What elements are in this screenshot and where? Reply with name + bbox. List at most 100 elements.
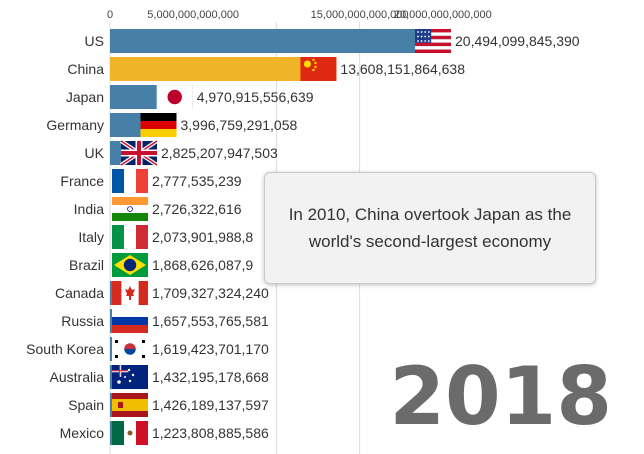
flag-stripe xyxy=(112,317,148,325)
bar-row: US 20,494,099,845,390 xyxy=(85,29,580,53)
annotation-text: In 2010, China overtook Japan as the wor… xyxy=(288,205,572,251)
bar-row: Japan 4,970,915,556,639 xyxy=(66,85,314,109)
flag-stripe xyxy=(136,169,148,193)
flag-stripe xyxy=(140,129,177,137)
flag-star xyxy=(131,373,135,377)
bar-row: Brazil 1,868,626,087,9 xyxy=(69,253,253,277)
uk-flag-icon xyxy=(119,139,159,167)
flag-star xyxy=(427,31,430,33)
value-label: 1,426,189,137,597 xyxy=(152,397,269,413)
flag-star xyxy=(314,65,317,69)
bar-row: Mexico 1,223,808,885,586 xyxy=(60,421,269,445)
flag-star xyxy=(124,376,126,378)
value-label: 13,608,151,864,638 xyxy=(340,61,465,77)
flag-stripe xyxy=(136,225,148,249)
category-label: Japan xyxy=(66,89,104,105)
flag-taegeuk xyxy=(124,343,136,349)
bar-row: Germany 3,996,759,291,058 xyxy=(46,113,297,137)
brazil-flag-icon xyxy=(112,253,148,277)
italy-flag-icon xyxy=(112,225,148,249)
germany-flag-icon xyxy=(140,113,177,137)
flag-disc xyxy=(167,89,182,105)
flag-star xyxy=(420,40,423,42)
bar-row: Italy 2,073,901,988,8 xyxy=(78,225,253,249)
flag-stripe xyxy=(136,421,148,445)
japan-flag-icon xyxy=(156,85,193,109)
flag-maple-leaf xyxy=(125,286,135,300)
flag-trigram xyxy=(142,340,145,343)
bar xyxy=(110,57,337,81)
value-label: 1,868,626,087,9 xyxy=(152,257,253,273)
category-label: Canada xyxy=(55,285,104,301)
flag-taegeuk xyxy=(124,349,136,355)
flag-star xyxy=(427,40,430,42)
bar xyxy=(110,29,451,53)
category-label: Germany xyxy=(46,117,104,133)
bar-row: South Korea 1,619,423,701,170 xyxy=(26,337,269,361)
year-label: 2018 xyxy=(389,350,612,443)
value-label: 20,494,099,845,390 xyxy=(455,33,580,49)
flag-stripe xyxy=(112,325,148,333)
flag-trigram xyxy=(115,355,118,358)
bar-row: Russia 1,657,553,765,581 xyxy=(61,309,269,333)
flag-stripe xyxy=(415,46,451,50)
flag-stripe xyxy=(112,399,148,411)
category-label: US xyxy=(85,33,104,49)
flag-star xyxy=(117,380,121,384)
flag-trigram xyxy=(115,340,118,343)
flag-stripe xyxy=(415,42,451,47)
category-label: Spain xyxy=(68,397,104,413)
flag-star xyxy=(314,61,317,65)
china-flag-icon xyxy=(300,57,337,81)
category-label: France xyxy=(60,173,104,189)
flag-star xyxy=(303,60,311,68)
category-label: Australia xyxy=(50,369,105,385)
flag-trigram xyxy=(142,355,145,358)
flag-stripe xyxy=(112,169,124,193)
value-label: 1,709,327,324,240 xyxy=(152,285,269,301)
flag-star xyxy=(312,68,315,72)
flag-field xyxy=(112,365,148,389)
flag-stripe xyxy=(112,411,148,417)
value-label: 2,726,322,616 xyxy=(152,201,242,217)
bars: US 20,494,099,845,390 China 13,608,151,864,… xyxy=(26,29,580,445)
category-label: China xyxy=(67,61,104,77)
bar-row: China 13,608,151,864,638 xyxy=(67,57,465,81)
flag-star xyxy=(424,35,427,38)
flag-stripe xyxy=(140,121,177,129)
flag-stripe xyxy=(124,225,136,249)
flag-stripe xyxy=(112,197,148,205)
bar-row: UK 2,825,207,947,503 xyxy=(85,139,278,167)
value-label: 1,619,423,701,170 xyxy=(152,341,269,357)
flag-stripe xyxy=(415,39,451,43)
category-label: Brazil xyxy=(69,257,104,273)
flag-star xyxy=(417,40,419,42)
flag-star xyxy=(424,40,427,42)
us-flag-icon xyxy=(415,29,451,53)
india-flag-icon xyxy=(112,197,148,221)
value-label: 2,825,207,947,503 xyxy=(161,145,278,161)
tick-label: 5,000,000,000,000 xyxy=(147,9,239,21)
flag-stripe xyxy=(112,309,148,317)
flag-star xyxy=(417,35,419,38)
flag-stripe xyxy=(112,225,124,249)
tick-label: 20,000,000,000,000 xyxy=(394,9,492,21)
value-label: 1,432,195,178,668 xyxy=(152,369,269,385)
flag-star xyxy=(312,58,315,62)
flag-coat-of-arms xyxy=(118,402,123,408)
flag-field xyxy=(300,57,337,81)
flag-stripe xyxy=(112,421,124,445)
category-label: India xyxy=(74,201,105,217)
flag-band xyxy=(138,281,148,305)
category-label: South Korea xyxy=(26,341,104,357)
australia-flag-icon xyxy=(112,365,148,389)
bar-row: France 2,777,535,239 xyxy=(60,169,242,193)
value-label: 3,996,759,291,058 xyxy=(181,117,298,133)
flag-stripe xyxy=(415,32,451,36)
x-axis-ticks: 0 5,000,000,000,000 15,000,000,000,00020,0… xyxy=(107,9,492,21)
flag-stripe xyxy=(112,393,148,399)
bar-row: Canada 1,709,327,324,240 xyxy=(55,281,269,305)
value-label: 2,073,901,988,8 xyxy=(152,229,253,245)
